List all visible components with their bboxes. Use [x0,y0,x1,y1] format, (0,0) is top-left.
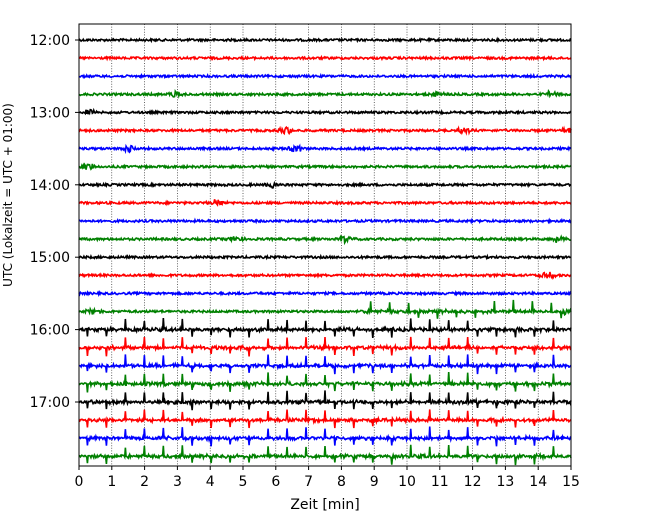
trace-1445 [78,234,572,246]
trace-1645 [78,371,572,393]
trace-1630 [78,354,572,375]
trace-1545 [78,299,572,319]
x-tick-label: 3 [173,474,182,490]
x-tick-label: 8 [337,474,346,490]
trace-1500 [78,253,572,261]
trace-group [78,36,572,466]
trace-1430 [78,217,572,225]
trace-1615 [78,336,572,357]
trace-1200 [78,36,572,44]
x-tick-label: 9 [370,474,379,490]
trace-1530 [78,289,572,298]
x-tick-label: 7 [304,474,313,490]
trace-1330 [78,143,572,155]
trace-1415 [78,199,572,207]
trace-1515 [78,271,572,280]
vertical-grid [111,24,539,466]
x-tick-label: 1 [107,474,116,490]
x-tick-label: 14 [529,474,547,490]
trace-1730 [78,426,572,447]
y-axis-label: UTC (Lokalzeit = UTC + 01:00) [1,103,15,287]
x-tick-label: 11 [431,474,449,490]
trace-1400 [78,180,572,189]
trace-1700 [78,390,572,411]
trace-1315 [78,125,572,136]
trace-1715 [78,409,572,429]
trace-1745 [78,444,572,466]
plot-frame [78,23,572,467]
x-tick-label: 4 [206,474,215,490]
x-tick-label: 15 [562,474,580,490]
x-axis-label: Zeit [min] [290,497,359,513]
y-axis: 12:00 13:00 14:00 15:00 16:00 17:00 [30,33,79,411]
x-tick-label: 5 [239,474,248,490]
x-tick-label: 12 [464,474,482,490]
x-axis: 0 1 2 3 4 5 6 7 8 9 10 11 12 13 14 15 [75,466,580,490]
trace-1230 [78,72,572,80]
y-tick-label: 12:00 [30,33,70,49]
trace-1245 [78,89,572,100]
y-tick-label: 17:00 [30,395,70,411]
x-tick-label: 10 [398,474,416,490]
trace-1215 [78,54,572,62]
trace-1345 [78,162,572,171]
y-tick-label: 13:00 [30,105,70,121]
x-tick-label: 0 [75,474,84,490]
y-tick-label: 15:00 [30,250,70,266]
trace-1600 [78,317,572,339]
x-tick-label: 13 [496,474,514,490]
x-tick-label: 2 [140,474,149,490]
trace-1300 [78,107,572,116]
y-tick-label: 16:00 [30,323,70,339]
x-tick-label: 6 [271,474,280,490]
y-tick-label: 14:00 [30,178,70,194]
